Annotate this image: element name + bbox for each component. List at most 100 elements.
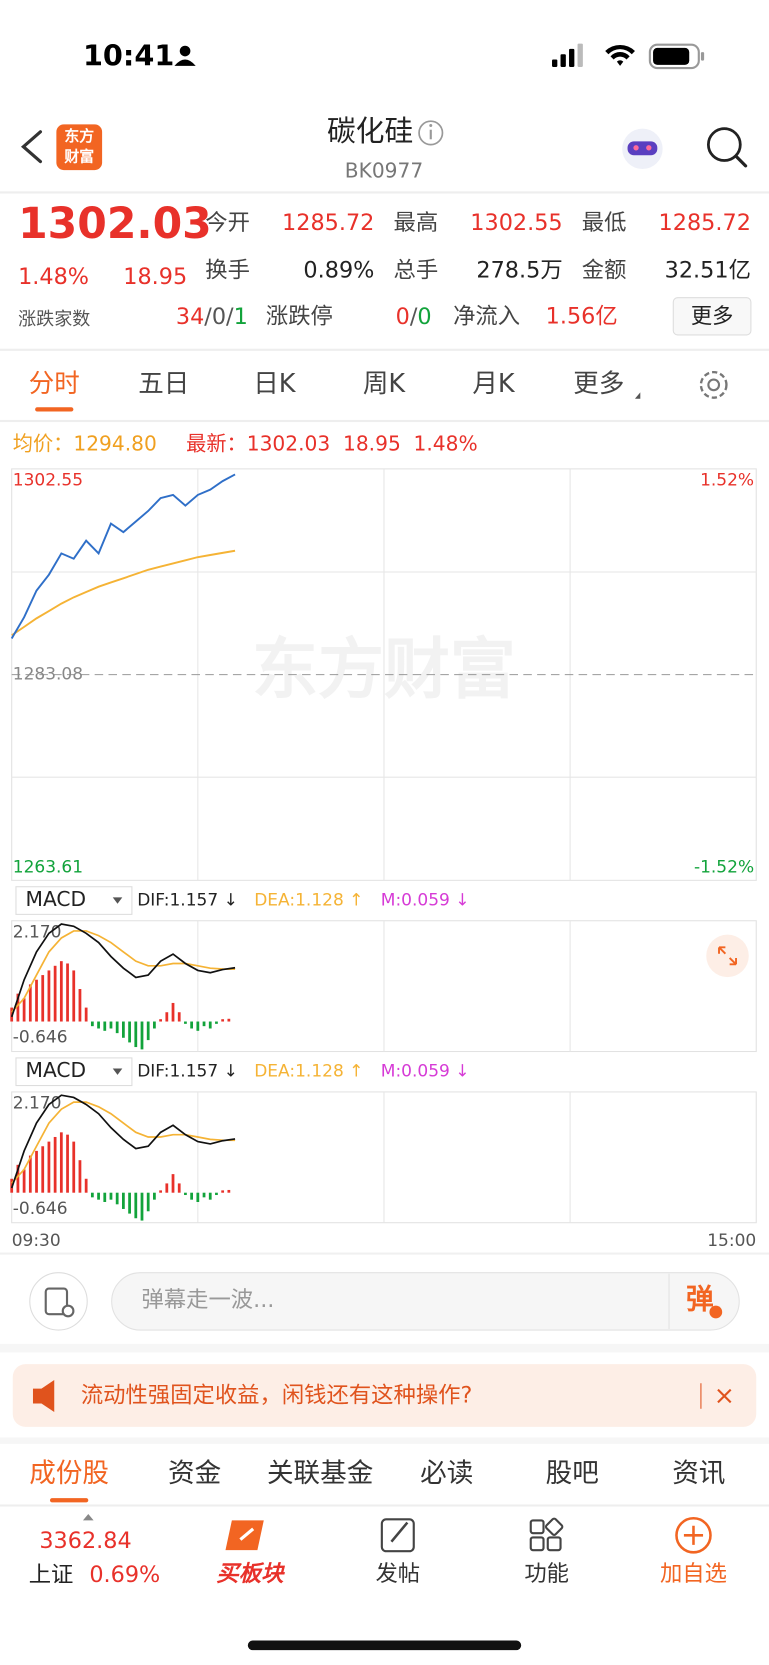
macd-bar [184, 1021, 187, 1024]
macd-bar [165, 1183, 169, 1193]
chart-tab[interactable]: 月K [472, 369, 516, 399]
macd-bar [109, 1192, 113, 1200]
latest-change: 18.95 [343, 431, 401, 455]
chart-tabs: 分时 五日 日K 周K 月K 更多 [29, 369, 624, 412]
macd-bar [103, 1021, 107, 1031]
indicator-name[interactable]: MACD [26, 887, 87, 911]
price: 1302.03 [18, 200, 212, 249]
field-value: 0.89% [303, 258, 374, 284]
dea-label: DEA:1.128 ↑ [254, 1062, 363, 1082]
content-tab[interactable]: 关联基金 [267, 1458, 373, 1489]
banner-text[interactable]: 流动性强固定收益，闲钱还有这种操作? [81, 1383, 473, 1409]
content-tab[interactable]: 股吧 [546, 1458, 599, 1489]
macd-bar [134, 1192, 138, 1219]
content-tab[interactable]: 资金 [168, 1458, 221, 1489]
indicator-select[interactable] [15, 1057, 133, 1087]
comment-input[interactable] [111, 1272, 740, 1331]
status-icons [174, 43, 705, 70]
more-button[interactable] [672, 297, 752, 336]
note-button[interactable] [29, 1272, 88, 1331]
divider [0, 348, 769, 351]
logo[interactable] [56, 124, 103, 171]
field-value: 1302.55 [470, 210, 562, 236]
macd-bar [165, 1012, 169, 1022]
macd-bar [78, 989, 82, 1022]
content-tab[interactable]: 必读 [420, 1458, 473, 1489]
logo-text: 财富 [64, 147, 94, 165]
nav-item[interactable]: 加自选 [660, 1561, 727, 1587]
chart-tab[interactable]: 五日 [138, 369, 189, 399]
macd-bar [190, 1192, 194, 1200]
more-button-text[interactable]: 更多 [691, 304, 734, 329]
field-value: 278.5万 [476, 258, 562, 284]
macd-bar [22, 1169, 26, 1193]
danmaku-button[interactable]: 弹 [686, 1282, 714, 1315]
nav-item[interactable]: 功能 [524, 1561, 569, 1587]
banner[interactable] [12, 1364, 757, 1427]
field-label: 今开 [205, 210, 250, 236]
robot-eye [633, 145, 639, 151]
macd-bar [134, 1021, 138, 1048]
field-label: 金额 [582, 258, 627, 284]
quote-fields: 今开 1285.72 最高 1302.55 最低 1285.72 换手 0.89% 总手 278.… [205, 210, 751, 284]
macd-bar [202, 1192, 206, 1198]
field-value: 1285.72 [659, 210, 751, 236]
speaker-icon [32, 1380, 55, 1412]
macd-bar [72, 1141, 76, 1193]
down-count: 1 [234, 303, 248, 329]
comment-placeholder[interactable]: 弹幕走一波... [141, 1287, 274, 1313]
macd-bar [115, 1021, 119, 1034]
x-tick-label: 15:00 [707, 1231, 756, 1251]
info-icon[interactable] [418, 120, 444, 146]
chart-tab[interactable]: 更多 [573, 369, 624, 399]
price-line [10, 473, 236, 639]
macd-bar [103, 1192, 107, 1202]
battery-frame [648, 43, 700, 70]
latest-info: 最新：1302.03 18.95 1.48% [186, 431, 478, 455]
expand-button[interactable] [706, 934, 749, 978]
macd-bar [84, 1178, 88, 1193]
content-tab[interactable]: 资讯 [672, 1458, 725, 1489]
settings-icon[interactable] [699, 370, 728, 399]
macd-bar [22, 998, 26, 1022]
back-button[interactable] [20, 130, 43, 164]
search-icon[interactable] [706, 127, 742, 162]
index-name[interactable]: 上证 [29, 1562, 74, 1588]
person-icon [174, 59, 196, 66]
macd-bar [78, 1160, 82, 1193]
pct-label: -1.52% [694, 858, 754, 878]
nav-item[interactable]: 买板块 [216, 1561, 285, 1587]
index-pct[interactable]: 0.69% [89, 1562, 160, 1588]
macd-bar [128, 1021, 131, 1043]
macd-bar [196, 1192, 200, 1202]
breadth-counts: 34/0/1 [176, 303, 248, 329]
battery-level [653, 47, 690, 65]
divider [0, 419, 769, 423]
macd-bar [59, 961, 63, 1022]
macd-bar [146, 1192, 150, 1212]
index-value[interactable]: 3362.84 [39, 1528, 131, 1554]
dea-line [11, 1101, 236, 1184]
y-tick-label: 2.170 [13, 922, 62, 942]
nav-item[interactable]: 发帖 [375, 1561, 420, 1587]
macd-bar [53, 965, 57, 1022]
macd-bar [90, 1192, 94, 1198]
indicator-name[interactable]: MACD [26, 1058, 87, 1082]
expand-icon [718, 946, 737, 966]
indicator-select[interactable] [15, 886, 133, 915]
chart-tab[interactable]: 分时 [29, 369, 80, 399]
robot-icon[interactable] [622, 128, 663, 170]
spacer [0, 1437, 769, 1444]
content-tab[interactable]: 成份股 [29, 1458, 109, 1489]
price-line [11, 549, 236, 637]
chart-tab[interactable]: 日K [253, 369, 297, 399]
chart-tab[interactable]: 周K [363, 369, 407, 399]
close-banner[interactable] [717, 1388, 732, 1404]
macd-bar [53, 1136, 57, 1193]
note-icon [61, 1304, 75, 1318]
y-tick-label: 1302.55 [13, 471, 83, 491]
post-icon [380, 1518, 415, 1553]
tab-indicator [35, 407, 74, 412]
macd-bar [66, 963, 69, 1022]
